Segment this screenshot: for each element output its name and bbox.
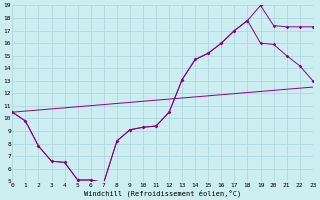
X-axis label: Windchill (Refroidissement éolien,°C): Windchill (Refroidissement éolien,°C) [84, 189, 241, 197]
